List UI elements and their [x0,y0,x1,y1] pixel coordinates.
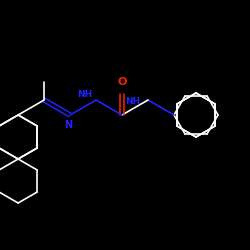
Text: NH: NH [77,90,92,99]
Text: NH: NH [125,98,140,106]
Text: O: O [117,77,127,87]
Text: N: N [64,120,72,130]
